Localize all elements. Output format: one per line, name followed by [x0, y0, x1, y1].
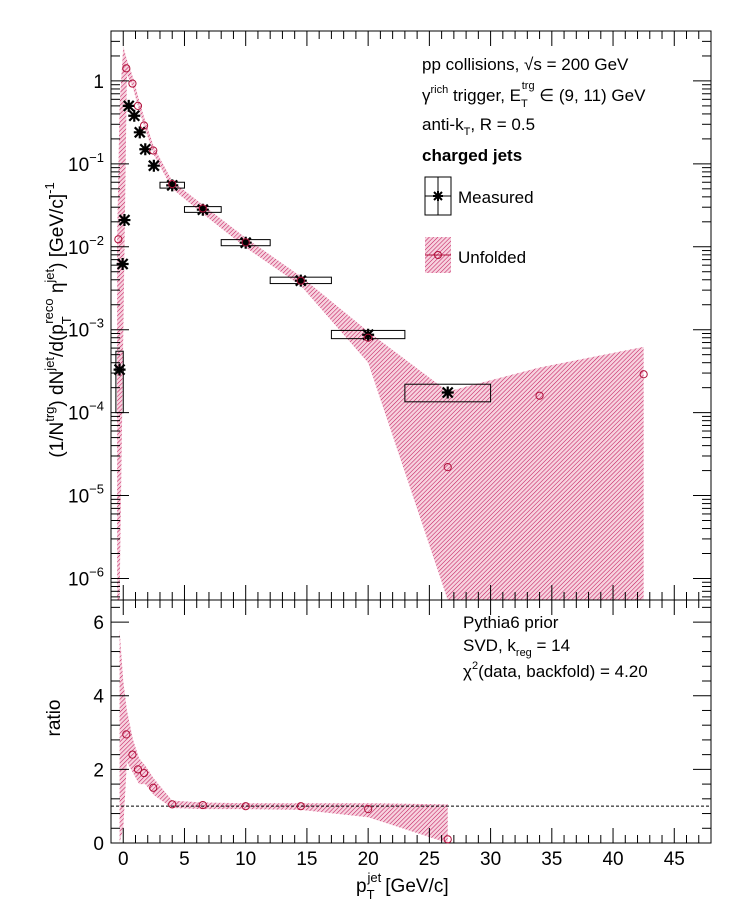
legend: Measured Unfolded	[424, 176, 534, 273]
x-tick-label: 15	[296, 849, 317, 870]
x-tick-label: 35	[541, 849, 562, 870]
measured-box	[404, 383, 492, 403]
legend-measured-label: Measured	[458, 188, 534, 207]
measured-systematic-boxes	[115, 181, 492, 414]
ratio-point	[198, 800, 207, 810]
x-tick-label: 10	[235, 849, 256, 870]
annotation-collision-system: pp collisions, √s = 200 GeV	[422, 55, 629, 74]
measured-point	[122, 99, 135, 112]
legend-unfolded-label: Unfolded	[458, 248, 526, 267]
measured-point	[133, 126, 146, 139]
x-tick-label: 5	[179, 849, 190, 870]
top-y-tick-label: 10−4	[68, 399, 104, 425]
x-tick-label: 45	[664, 849, 685, 870]
annotation-trigger: γrich trigger, ETtrg ∈ (9, 11) GeV	[422, 80, 646, 110]
bottom-axes: 0 2 4 6 0 5 10 15 20 25 30 35 40 45	[93, 599, 712, 870]
top-annotation-block: pp collisions, √s = 200 GeV γrich trigge…	[422, 55, 646, 165]
top-data-points	[113, 64, 648, 472]
annotation-jet-algorithm: anti-kT, R = 0.5	[422, 115, 535, 138]
ratio-point	[128, 750, 137, 759]
measured-point	[294, 274, 307, 287]
bottom-y-axis-label: ratio	[44, 700, 65, 737]
unfolded-band-shape	[117, 46, 644, 601]
top-y-tick-label: 10−1	[68, 150, 104, 176]
unfolded-point	[443, 463, 452, 472]
ratio-point	[168, 800, 177, 809]
unfolded-point	[114, 235, 123, 244]
measured-point	[239, 236, 252, 249]
ratio-data-points	[122, 730, 452, 844]
svg-text:pTjet[GeV/c]: pTjet [GeV/c]	[356, 870, 449, 902]
top-y-tick-label: 10−6	[68, 564, 104, 590]
x-tick-label: 25	[419, 849, 440, 870]
measured-point	[166, 179, 179, 192]
unfolded-point	[198, 204, 207, 213]
unfolded-point	[535, 391, 544, 400]
unfolded-point	[128, 79, 137, 88]
measured-point	[118, 214, 131, 227]
unfolded-point	[364, 333, 373, 342]
measured-point	[128, 109, 141, 122]
ratio-band-shape	[119, 629, 448, 843]
ratio-point	[241, 802, 250, 811]
ratio-point	[149, 783, 158, 792]
unfolded-point	[168, 179, 177, 189]
top-y-tick-label: 10−5	[68, 482, 104, 508]
ratio-point	[139, 768, 149, 778]
top-y-tick-label: 1	[93, 72, 104, 93]
unfolded-point	[241, 238, 250, 247]
x-axis-label: pTjet [GeV/c]	[356, 870, 449, 902]
measured-point	[113, 363, 126, 376]
unfolded-point	[639, 370, 648, 379]
legend-measured-marker	[433, 191, 443, 201]
unfolded-point	[149, 146, 158, 155]
annotation-prior: Pythia6 prior	[463, 613, 559, 632]
x-tick-label: 30	[480, 849, 501, 870]
legend-unfolded-marker	[434, 251, 442, 259]
annotation-chi2: χ2(data, backfold) = 4.20	[463, 660, 648, 681]
unfolded-point	[296, 276, 305, 285]
unfolded-uncertainty-band	[117, 46, 644, 601]
ratio-point	[443, 835, 452, 844]
x-tick-label: 20	[358, 849, 379, 870]
x-tick-label: 0	[118, 849, 129, 870]
bottom-annotation-block: Pythia6 prior SVD, kreg = 14 χ2(data, ba…	[463, 613, 648, 681]
bottom-y-tick-label: 2	[93, 760, 104, 781]
unfolded-point	[122, 64, 131, 73]
bottom-frame	[110, 599, 712, 844]
unfolded-point	[133, 101, 143, 110]
annotation-jet-type: charged jets	[422, 146, 522, 165]
top-y-tick-label: 10−3	[68, 316, 104, 342]
measured-point	[116, 257, 129, 270]
measured-point	[362, 328, 375, 341]
top-y-tick-label: 10−2	[68, 233, 104, 259]
measured-point	[147, 159, 160, 172]
x-tick-label: 40	[602, 849, 623, 870]
bottom-panel: 0 2 4 6 0 5 10 15 20 25 30 35 40 45 Pythia6 prior SVD…	[44, 599, 712, 902]
ratio-point	[296, 802, 305, 811]
top-panel: 1 10−1 10−2 10−3 10−4 10−5 10−6 pp collisions,…	[41, 30, 712, 601]
annotation-svd-kreg: SVD, kreg = 14	[463, 636, 570, 659]
bottom-y-tick-label: 4	[93, 687, 104, 708]
bottom-y-tick-label: 6	[93, 613, 104, 634]
ratio-point	[364, 805, 373, 814]
bottom-y-tick-label: 0	[93, 834, 104, 855]
ratio-point	[122, 730, 131, 739]
ratio-point	[133, 765, 143, 774]
measured-point	[139, 143, 152, 156]
measured-point	[441, 386, 454, 399]
top-axes: 1 10−1 10−2 10−3 10−4 10−5 10−6	[68, 30, 712, 601]
measured-point	[196, 203, 209, 216]
unfolded-point	[139, 121, 149, 130]
ratio-uncertainty-band	[119, 629, 448, 843]
